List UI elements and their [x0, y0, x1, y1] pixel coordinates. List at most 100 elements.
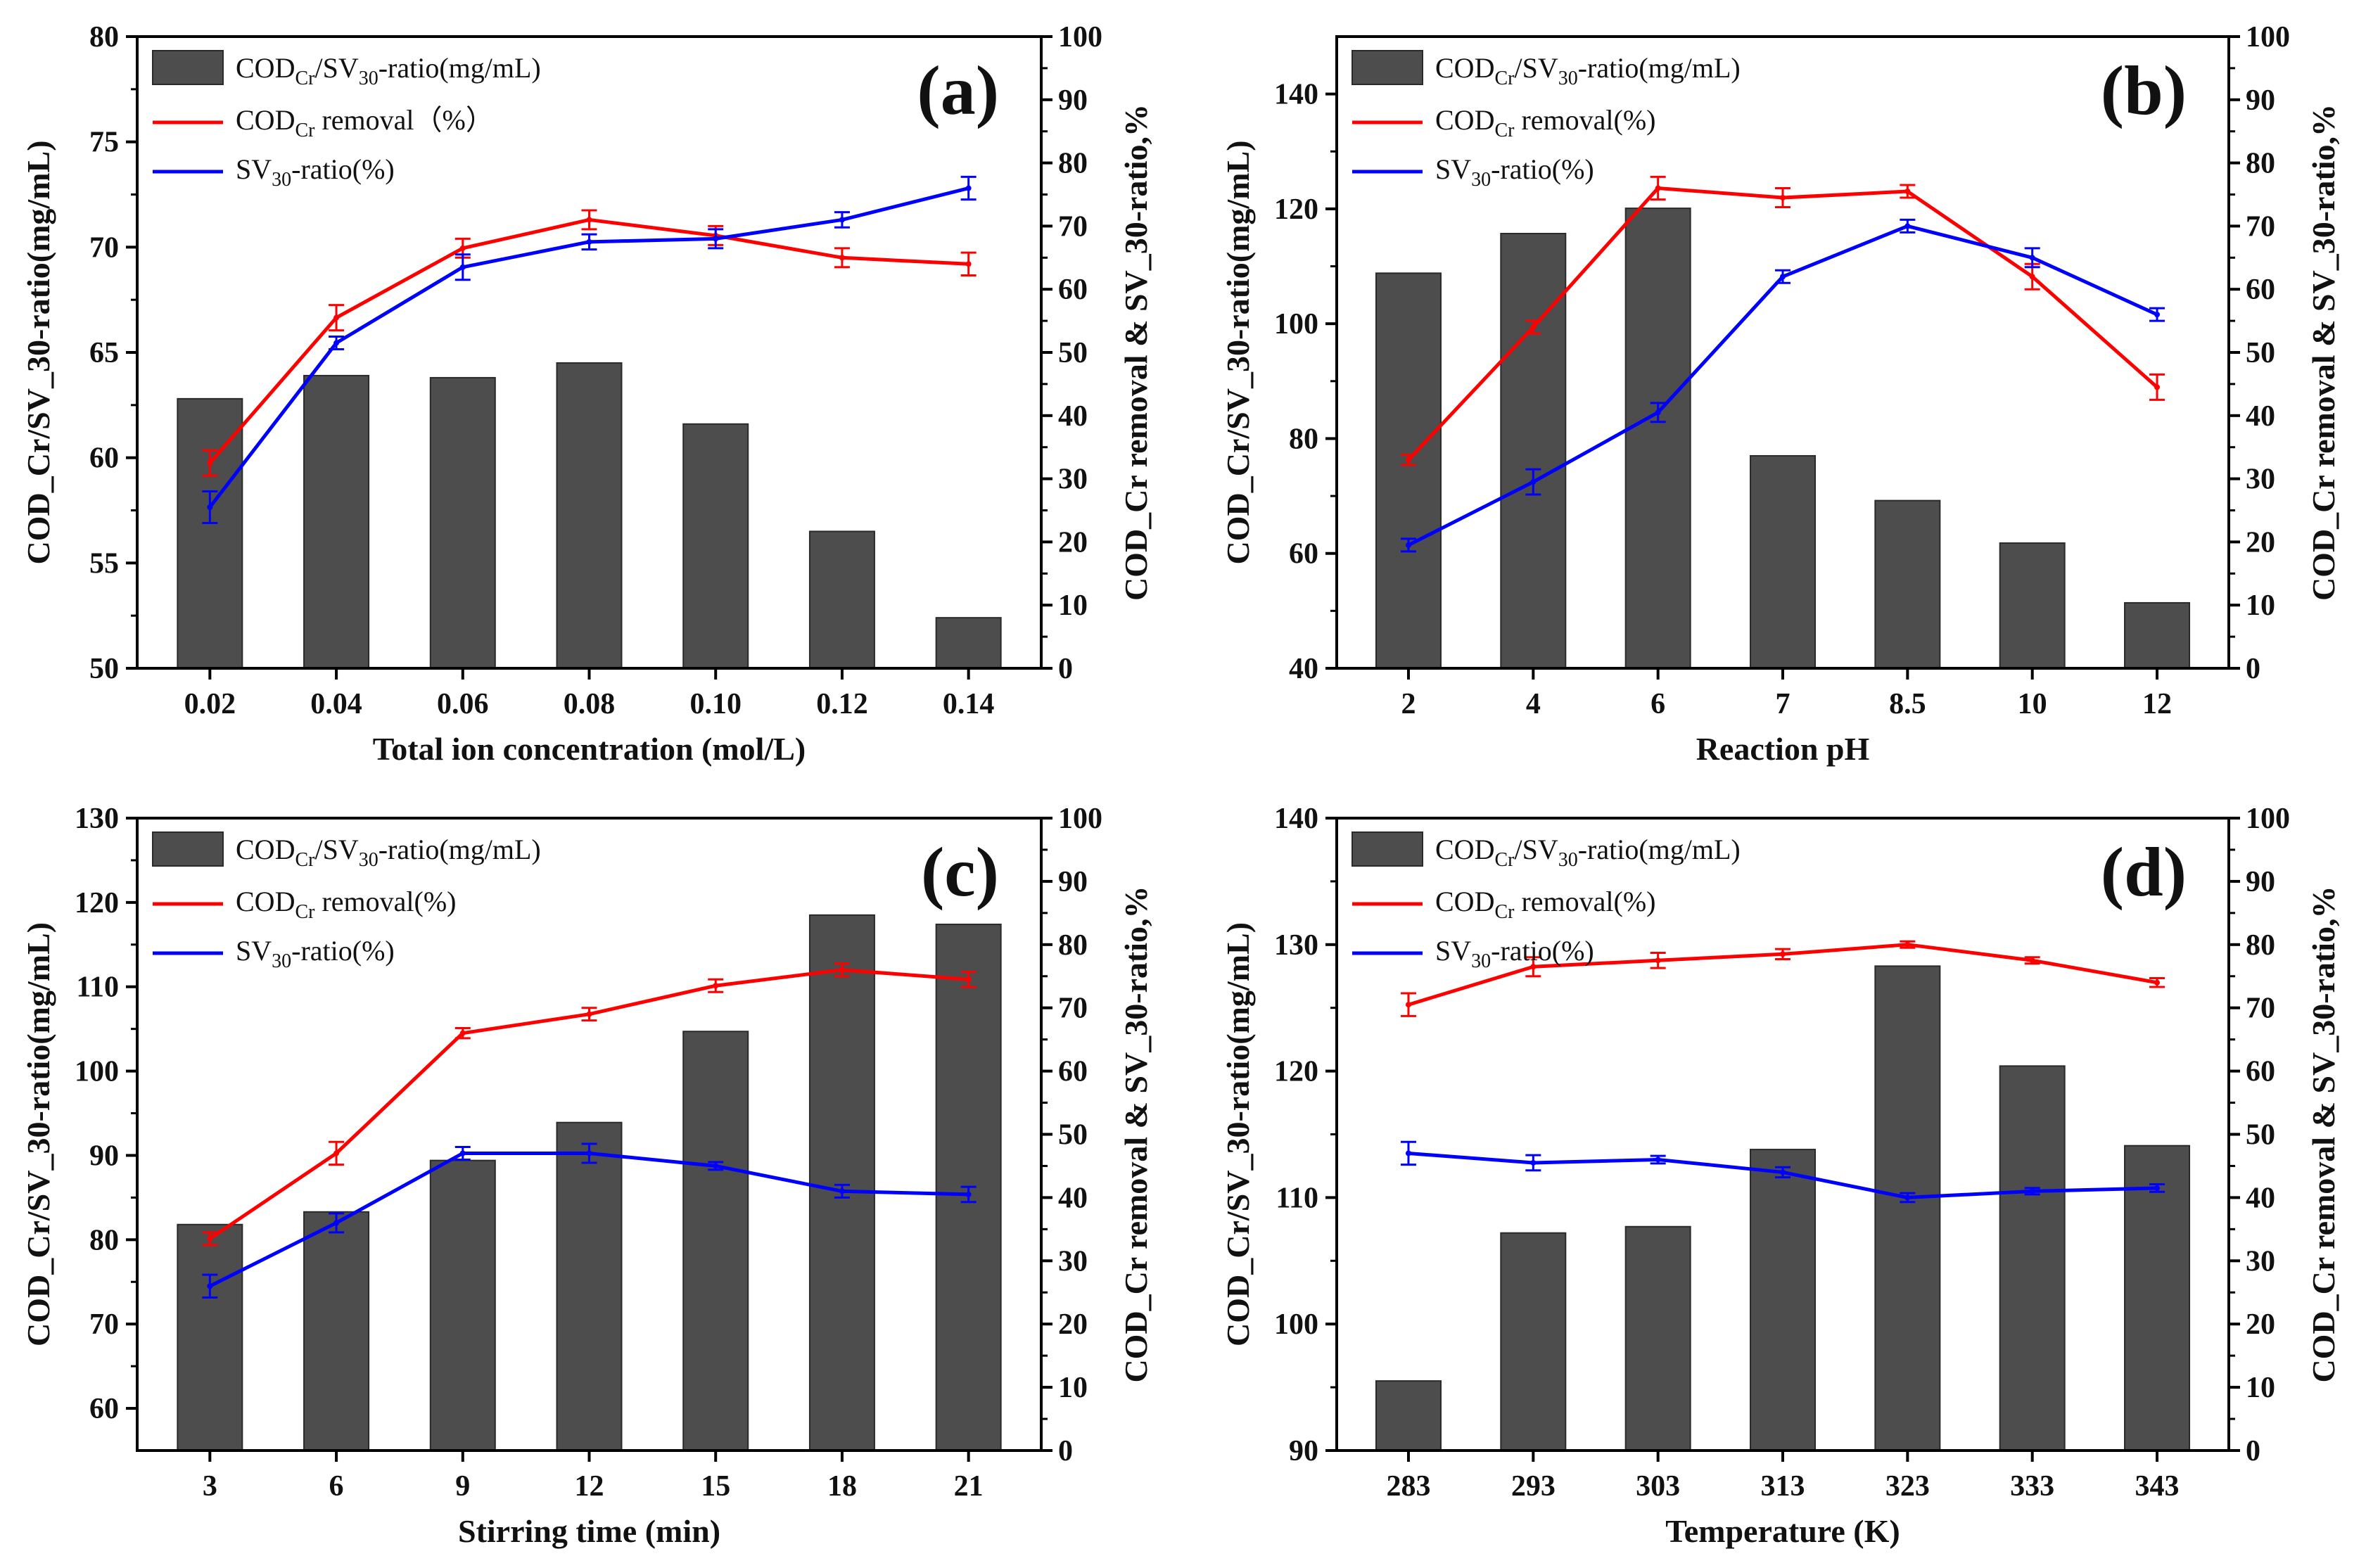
panel-label: (b): [2101, 51, 2187, 129]
x-axis-label: Total ion concentration (mol/L): [373, 731, 806, 767]
x-tick-label: 7: [1776, 688, 1791, 720]
text-part: /SV: [1514, 52, 1558, 84]
x-tick-label: 0.08: [564, 688, 616, 720]
x-tick-label: 283: [1386, 1470, 1430, 1503]
left-axis-label-group: COD_Cr/SV_30-ratio(mg/mL): [20, 922, 56, 1346]
left-tick-label: 50: [89, 653, 119, 685]
right-tick-label: 100: [2246, 21, 2290, 53]
data-point: [1780, 194, 1786, 200]
left-tick-label: 90: [89, 1140, 119, 1172]
legend-blue-label: SV30-ratio(%): [236, 935, 395, 972]
left-tick-label: 120: [1274, 1056, 1318, 1088]
right-tick-label: 90: [1058, 866, 1088, 898]
bar-0.04: [303, 374, 370, 670]
right-tick-label: 30: [1058, 1245, 1088, 1277]
bar-283: [1375, 1380, 1442, 1451]
right-tick-label: 20: [2246, 1308, 2275, 1341]
data-point: [1405, 457, 1411, 463]
data-point: [839, 967, 845, 973]
data-point: [586, 238, 592, 245]
data-point: [2029, 957, 2035, 964]
subscript-part: 30: [1471, 169, 1491, 191]
x-tick-label: 12: [2142, 688, 2172, 720]
right-tick-label: 20: [1058, 526, 1088, 559]
bar-0.02: [177, 397, 243, 669]
x-axis-label: Reaction pH: [1696, 731, 1870, 767]
left-tick-label: 75: [89, 127, 119, 159]
right-tick-label: 80: [2246, 929, 2275, 962]
x-tick-label: 0.04: [310, 688, 362, 720]
right-tick-label: 90: [2246, 866, 2275, 898]
data-point: [459, 245, 466, 251]
left-tick-label: 110: [1276, 1182, 1318, 1214]
text-part: COD: [1435, 52, 1494, 84]
legend-blue-label: SV30-ratio(%): [1435, 935, 1594, 972]
legend-bar-swatch: [152, 50, 224, 85]
right-tick-label: 60: [2246, 274, 2275, 306]
data-point: [2154, 312, 2161, 318]
left-tick-label: 90: [1289, 1435, 1318, 1467]
left-tick-label: 55: [89, 547, 119, 580]
text-part: -ratio(mg/mL): [379, 52, 541, 84]
bar-0.14: [935, 617, 1002, 669]
data-point: [1405, 1150, 1411, 1156]
left-tick-label: 100: [1274, 308, 1318, 340]
bar-12: [2124, 601, 2191, 670]
right-tick-label: 10: [1058, 1372, 1088, 1404]
right-tick-label: 0: [2246, 653, 2260, 685]
subscript-part: 30: [1558, 849, 1578, 871]
left-tick-label: 70: [89, 231, 119, 264]
left-tick-label: 80: [89, 21, 119, 53]
data-point: [207, 504, 213, 511]
data-point: [1904, 223, 1911, 229]
text-part: /SV: [314, 52, 358, 84]
left-axis-label: COD_Cr/SV_30-ratio(mg/mL): [20, 140, 56, 564]
left-tick-label: 130: [1274, 929, 1318, 962]
data-point: [1904, 941, 1911, 948]
left-axis-label-group: COD_Cr/SV_30-ratio(mg/mL): [20, 140, 56, 564]
right-tick-label: 90: [1058, 84, 1088, 117]
right-tick-label: 80: [1058, 148, 1088, 180]
right-axis-label: COD_Cr removal & SV_30-ratio,%: [2305, 886, 2341, 1382]
bar-6: [303, 1211, 370, 1451]
bar-10: [1999, 542, 2066, 669]
text-part: COD: [1435, 104, 1494, 136]
subscript-part: 30: [359, 68, 379, 89]
data-point: [1655, 185, 1661, 191]
right-axis-label-group: COD_Cr removal & SV_30-ratio,%: [2305, 886, 2341, 1382]
legend-bar-label: CODCr/SV30-ratio(mg/mL): [1435, 834, 1741, 871]
bar-2: [1375, 272, 1442, 670]
data-point: [2154, 384, 2161, 390]
data-point: [333, 1220, 340, 1226]
left-tick-label: 60: [89, 442, 119, 475]
text-part: -ratio(%): [1491, 153, 1594, 185]
right-tick-label: 80: [1058, 929, 1088, 962]
right-axis-label: COD_Cr removal & SV_30-ratio,%: [2305, 104, 2341, 601]
x-axis-label: Stirring time (min): [458, 1513, 720, 1549]
bar-323: [1874, 965, 1941, 1451]
subscript-part: 30: [359, 849, 379, 871]
data-point: [207, 1283, 213, 1289]
left-tick-label: 70: [89, 1308, 119, 1341]
right-tick-label: 90: [2246, 84, 2275, 117]
data-point: [586, 1011, 592, 1017]
text-part: removal(%): [314, 886, 456, 917]
x-tick-label: 10: [2018, 688, 2047, 720]
chart-panel-a: 50 55 60 65 70 75 80 0 10 20 30 40 50 60 70 80 90 100 0.02…: [20, 21, 1154, 767]
left-tick-label: 100: [1274, 1308, 1318, 1341]
x-tick-label: 343: [2135, 1470, 2180, 1503]
data-point: [333, 314, 340, 321]
bar-333: [1999, 1065, 2066, 1451]
data-point: [2154, 1185, 2161, 1191]
right-axis-label: COD_Cr removal & SV_30-ratio,%: [1118, 104, 1154, 601]
x-tick-label: 4: [1526, 688, 1541, 720]
subscript-part: Cr: [295, 901, 315, 923]
data-point: [965, 261, 972, 267]
text-part: -ratio(mg/mL): [1578, 52, 1741, 84]
bar-9: [429, 1159, 496, 1452]
panel-label: (a): [917, 51, 999, 129]
data-point: [1530, 964, 1537, 970]
text-part: COD: [236, 834, 295, 865]
bar-0.08: [556, 362, 623, 669]
text-part: removal(%): [1514, 104, 1655, 136]
